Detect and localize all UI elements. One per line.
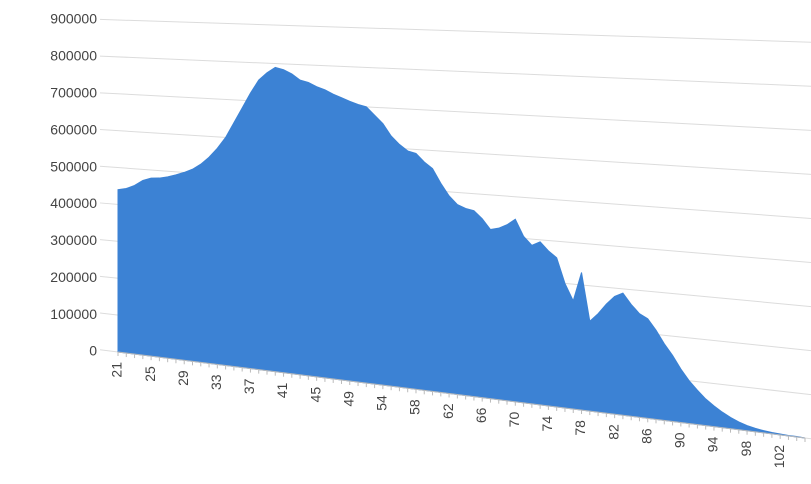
grid-line (99, 129, 811, 175)
x-tick-label: 45 (307, 387, 323, 403)
y-tick-label: 0 (89, 343, 97, 359)
x-tick-label: 21 (109, 362, 125, 378)
grid-line (99, 92, 811, 131)
y-tick-label: 800000 (50, 48, 97, 64)
grid-line (99, 18, 811, 43)
x-tick-label: 54 (374, 395, 390, 411)
x-tick-label: 41 (274, 383, 290, 399)
x-tick-label: 58 (407, 399, 423, 415)
x-tick-label: 78 (572, 420, 588, 436)
y-tick-label: 100000 (50, 306, 97, 322)
x-tick-label: 98 (738, 441, 754, 457)
x-tick-label: 94 (705, 436, 721, 452)
x-tick-label: 102 (771, 445, 787, 469)
x-tick-label: 86 (638, 428, 654, 444)
x-axis (117, 351, 806, 439)
y-tick-label: 400000 (50, 195, 97, 211)
x-tick-label: 62 (440, 403, 456, 419)
area (117, 66, 806, 439)
x-tick-label: 37 (241, 378, 257, 394)
grid-line (99, 55, 811, 87)
x-tick-label: 82 (605, 424, 621, 440)
x-tick-label: 29 (175, 370, 191, 386)
x-tick-label: 70 (506, 412, 522, 428)
x-tick-label: 90 (672, 432, 688, 448)
y-tick-label: 300000 (50, 232, 97, 248)
x-tick-label: 25 (142, 366, 158, 382)
y-tick-label: 700000 (50, 84, 97, 100)
y-tick-label: 500000 (50, 158, 97, 174)
x-tick-label: 33 (208, 374, 224, 390)
x-tick-label: 49 (340, 391, 356, 407)
x-tick-label: 74 (539, 416, 555, 432)
y-tick-label: 900000 (50, 11, 97, 27)
y-tick-label: 600000 (50, 121, 97, 137)
x-tick-label: 66 (473, 407, 489, 423)
y-tick-label: 200000 (50, 269, 97, 285)
